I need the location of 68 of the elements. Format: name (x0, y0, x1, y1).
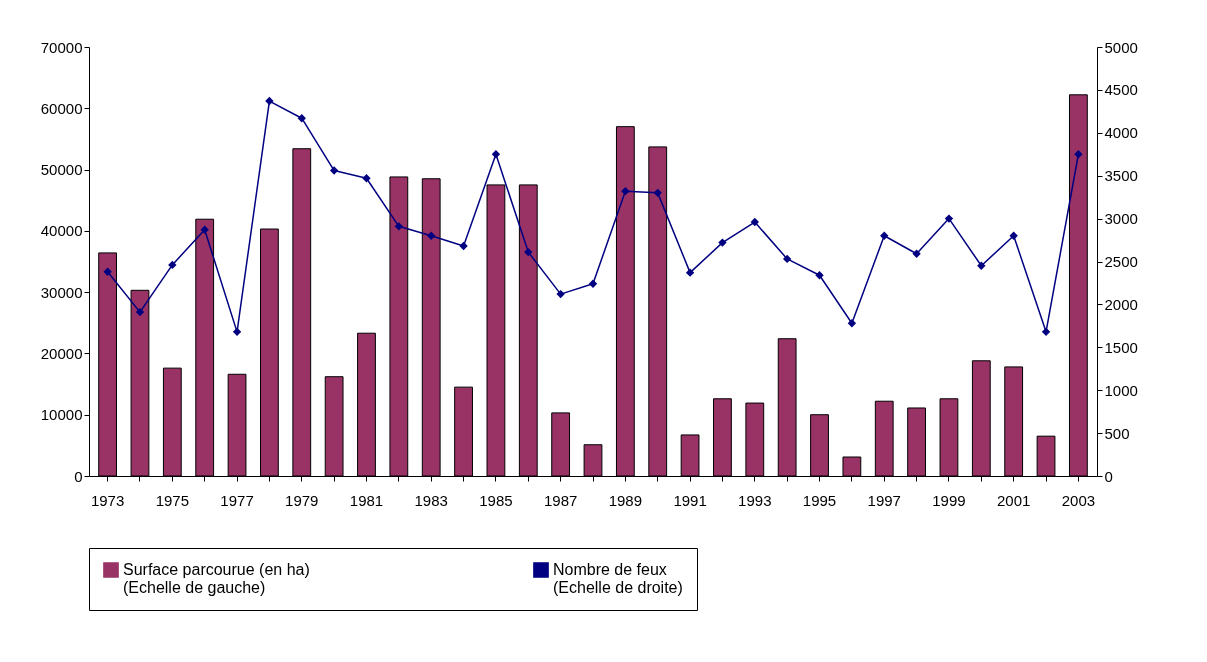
x-tick-label: 1977 (220, 491, 254, 509)
y-tick-label: 30000 (40, 283, 83, 301)
point (556, 289, 565, 299)
legend-label: Surface parcourue (en ha) (Echelle de gauche) (123, 561, 310, 596)
x-tick-label: 1987 (543, 491, 578, 509)
point (168, 260, 177, 270)
x-tick-label: 1989 (608, 491, 643, 509)
point (718, 238, 727, 247)
point (782, 254, 792, 264)
x-tick-label: 2003 (1061, 491, 1096, 509)
point (362, 174, 371, 183)
y2-tick-label: 500 (1104, 424, 1130, 442)
y2-tick-label: 1000 (1104, 381, 1138, 399)
x-tick-label: 1999 (932, 491, 966, 509)
point (524, 247, 533, 257)
point (265, 96, 274, 106)
y-tick-label: 60000 (40, 99, 83, 117)
point (491, 150, 501, 159)
point (944, 214, 954, 223)
x-tick-label: 1975 (155, 491, 190, 509)
point (880, 231, 889, 240)
point (815, 271, 824, 280)
y-tick-label: 70000 (40, 38, 83, 56)
point (135, 307, 145, 317)
point (1041, 327, 1051, 337)
x-tick-label: 1973 (90, 491, 125, 509)
point (459, 241, 468, 251)
point (427, 231, 436, 240)
y2-tick-label: 5000 (1104, 38, 1138, 56)
y2-tick-label: 2500 (1104, 253, 1138, 270)
point (653, 188, 662, 198)
x-tick-label: 1995 (802, 491, 837, 509)
y2-tick-label: 4000 (1104, 124, 1138, 142)
x-tick-label: 1991 (673, 491, 707, 509)
x-tick-label: 1979 (285, 491, 319, 509)
point (200, 225, 209, 234)
point (297, 114, 306, 123)
y2-tick-label: 2000 (1104, 295, 1138, 313)
x-tick-label: 1983 (414, 491, 448, 509)
point (912, 249, 921, 258)
y-tick-label: 20000 (40, 344, 83, 362)
y2-tick-label: 3500 (1104, 167, 1138, 185)
y2-tick-label: 0 (1104, 467, 1113, 485)
y-tick-label: 10000 (40, 406, 83, 424)
y2-tick-label: 4500 (1104, 81, 1138, 99)
point (621, 186, 630, 196)
point (685, 268, 695, 277)
point (1074, 150, 1083, 159)
point (394, 222, 404, 231)
y-tick-label: 0 (74, 467, 83, 485)
y2-tick-label: 3000 (1104, 210, 1138, 228)
point (977, 261, 986, 270)
point (329, 166, 339, 175)
point (1009, 231, 1018, 240)
point (847, 319, 857, 328)
legend-label: Nombre de feux (Echelle de droite) (553, 561, 683, 596)
y2-tick-label: 1500 (1104, 338, 1138, 356)
x-tick-label: 1997 (867, 491, 901, 509)
x-tick-label: 1981 (349, 491, 384, 509)
x-tick-label: 2001 (996, 491, 1031, 509)
x-tick-label: 1993 (738, 491, 772, 509)
point (750, 217, 759, 227)
point (232, 327, 242, 337)
y-tick-label: 40000 (40, 222, 83, 240)
y-tick-label: 50000 (40, 161, 83, 179)
point (588, 279, 598, 288)
x-tick-label: 1985 (479, 491, 513, 509)
point (103, 267, 112, 276)
